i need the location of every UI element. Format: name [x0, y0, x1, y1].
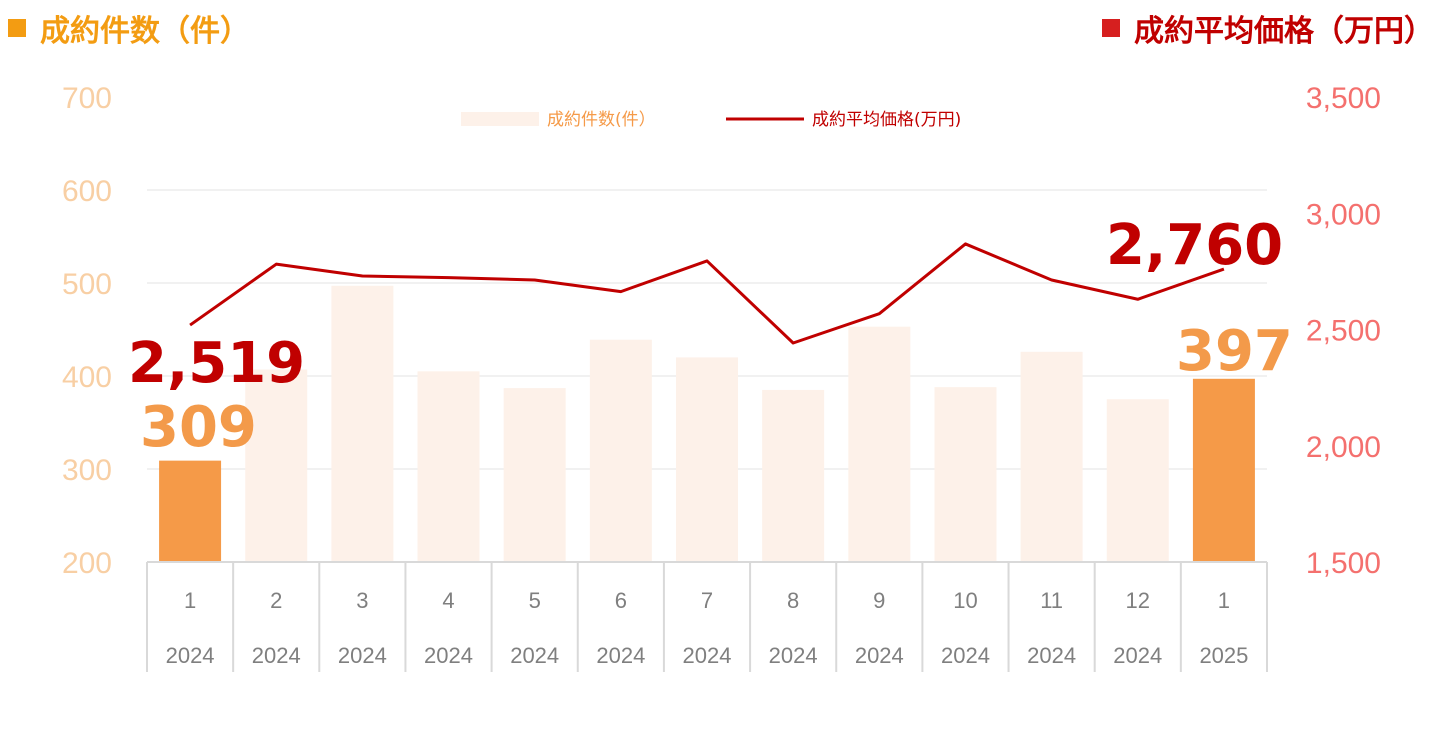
- count-bar: [762, 389, 825, 562]
- count-bar: [417, 371, 480, 562]
- year-label: 2024: [510, 643, 559, 668]
- data-labels: 2,519 309 2,760 397: [128, 213, 1293, 460]
- month-label: 8: [787, 588, 799, 613]
- year-label: 2024: [252, 643, 301, 668]
- count-bar: [159, 460, 222, 562]
- count-bar: [245, 369, 308, 562]
- right-tick-label: 2,000: [1306, 431, 1381, 464]
- count-bar: [1020, 351, 1083, 562]
- month-label: 9: [873, 588, 885, 613]
- left-axis-title: 成約件数（件）: [8, 6, 250, 50]
- year-label: 2025: [1199, 643, 1248, 668]
- legend: 成約件数(件） 成約平均価格(万円): [461, 110, 961, 130]
- right-axis-ticks: 3,500 3,000 2,500 2,000 1,500: [1306, 82, 1381, 580]
- year-label: 2024: [166, 643, 215, 668]
- last-price-label: 2,760: [1106, 213, 1283, 278]
- left-axis-ticks: 700 600 500 400 300 200: [62, 82, 112, 580]
- year-label: 2024: [596, 643, 645, 668]
- first-count-label: 309: [140, 395, 257, 460]
- first-price-label: 2,519: [128, 331, 305, 396]
- right-tick-label: 1,500: [1306, 547, 1381, 580]
- left-tick-label: 500: [62, 268, 112, 301]
- month-label: 1: [184, 588, 196, 613]
- bar-series: [159, 285, 1255, 562]
- year-label: 2024: [1027, 643, 1076, 668]
- legend-bar-swatch: [461, 112, 539, 126]
- left-tick-label: 400: [62, 361, 112, 394]
- month-label: 6: [615, 588, 627, 613]
- category-axis: 1 2024 2 2024 3 2024 4 2024 5 2024 6 2024 7 2024 8 2024…: [146, 561, 1268, 672]
- right-tick-label: 2,500: [1306, 315, 1381, 348]
- month-label: 5: [529, 588, 541, 613]
- year-label: 2024: [683, 643, 732, 668]
- count-bar: [1192, 378, 1255, 562]
- month-label: 3: [356, 588, 368, 613]
- count-bar: [503, 388, 566, 562]
- month-label: 11: [1040, 588, 1063, 613]
- right-axis-title-text: 成約平均価格（万円）: [1134, 14, 1434, 49]
- last-count-label: 397: [1176, 319, 1293, 384]
- year-label: 2024: [338, 643, 387, 668]
- month-label: 1: [1218, 588, 1230, 613]
- year-label: 2024: [424, 643, 473, 668]
- month-label: 12: [1126, 588, 1150, 613]
- left-axis-title-text: 成約件数（件）: [40, 14, 250, 49]
- count-bar: [848, 326, 911, 562]
- count-bar: [1106, 399, 1169, 562]
- count-bar: [934, 387, 997, 562]
- month-label: 4: [442, 588, 454, 613]
- orange-square-icon: [8, 19, 26, 37]
- legend-bar-label: 成約件数(件）: [547, 110, 656, 130]
- left-tick-label: 700: [62, 82, 112, 115]
- month-label: 10: [953, 588, 977, 613]
- year-label: 2024: [1113, 643, 1162, 668]
- count-bar: [331, 285, 394, 562]
- month-label: 7: [701, 588, 713, 613]
- year-label: 2024: [941, 643, 990, 668]
- price-line: [189, 242, 1225, 345]
- year-label: 2024: [855, 643, 904, 668]
- red-square-icon: [1102, 19, 1120, 37]
- left-tick-label: 200: [62, 547, 112, 580]
- legend-line-label: 成約平均価格(万円): [812, 110, 961, 130]
- right-tick-label: 3,500: [1306, 82, 1381, 115]
- left-tick-label: 600: [62, 175, 112, 208]
- left-tick-label: 300: [62, 454, 112, 487]
- right-tick-label: 3,000: [1306, 198, 1381, 231]
- month-label: 2: [270, 588, 282, 613]
- count-bar: [589, 339, 652, 562]
- count-bar: [676, 357, 738, 562]
- line-series: [189, 242, 1225, 345]
- right-axis-title: 成約平均価格（万円）: [1102, 6, 1434, 50]
- year-label: 2024: [769, 643, 818, 668]
